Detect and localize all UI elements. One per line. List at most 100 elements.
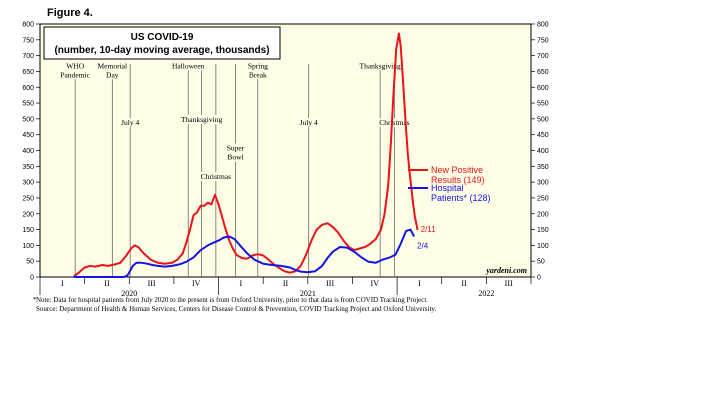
x-quarter-label: II xyxy=(283,279,289,288)
event-label-bg xyxy=(357,61,403,71)
event-label: July 4 xyxy=(118,118,142,128)
y-tick-label-right: 250 xyxy=(537,195,549,202)
event-label-text: July 4 xyxy=(121,118,139,127)
event-label-bg xyxy=(198,171,234,181)
event-label-bg xyxy=(96,61,128,71)
y-tick-label-right: 400 xyxy=(537,148,549,155)
x-quarter-label: II xyxy=(104,279,110,288)
event-label-text: Thanksgiving xyxy=(181,115,222,124)
event-label: Christmas xyxy=(377,118,412,128)
y-tick-label-right: 450 xyxy=(537,132,549,139)
event-label-text: July 4 xyxy=(300,118,318,127)
legend-label: New Positive xyxy=(431,165,483,175)
y-tick-label-right: 550 xyxy=(537,101,549,108)
y-tick-label-right: 150 xyxy=(537,227,549,234)
event-label-text: WHO xyxy=(66,61,84,70)
x-quarter-label: IV xyxy=(371,279,380,288)
y-tick-label-left: 50 xyxy=(26,259,34,266)
y-tick-label-left: 100 xyxy=(22,243,34,250)
figure-label: Figure 4. xyxy=(47,7,93,19)
y-tick-label-right: 650 xyxy=(537,69,549,76)
x-quarter-label: III xyxy=(505,279,513,288)
y-tick-label-right: 300 xyxy=(537,180,549,187)
event-label-text: Thanksgiving xyxy=(360,61,401,70)
event-label-bg xyxy=(68,61,82,71)
y-tick-label-right: 750 xyxy=(537,37,549,44)
y-tick-label-left: 250 xyxy=(22,195,34,202)
event-label-text: Super xyxy=(227,144,245,153)
y-tick-label-left: 500 xyxy=(22,116,34,123)
event-label-text: Christmas xyxy=(379,118,409,127)
y-tick-label-left: 0 xyxy=(30,275,34,282)
legend-label: Results (149) xyxy=(431,175,485,185)
event-label-bg xyxy=(178,115,225,125)
x-quarter-label: III xyxy=(148,279,156,288)
y-tick-label-left: 800 xyxy=(22,22,34,29)
footnote-note: Note: Data for hospital patients from Ju… xyxy=(36,296,429,304)
y-tick-label-right: 600 xyxy=(537,85,549,92)
series-line-hospital xyxy=(73,228,415,278)
x-quarter-label: II xyxy=(461,279,467,288)
footnote-star: * xyxy=(33,296,37,304)
x-year-label: 2020 xyxy=(121,289,137,298)
x-year-label: 2022 xyxy=(478,289,494,298)
y-tick-label-right: 500 xyxy=(537,116,549,123)
series-end-label: 2/4 xyxy=(417,242,429,251)
x-quarter-label: III xyxy=(326,279,334,288)
chart-title: US COVID-19 xyxy=(131,32,194,43)
y-tick-label-right: 700 xyxy=(537,53,549,60)
y-tick-label-right: 0 xyxy=(537,275,541,282)
event-label: Halloween xyxy=(170,61,206,71)
credit-label: yardeni.com xyxy=(485,266,527,275)
event-label-text: Memorial xyxy=(98,61,128,70)
event-label-bg xyxy=(296,118,321,128)
y-tick-label-left: 700 xyxy=(22,53,34,60)
event-label-bg xyxy=(377,118,412,128)
event-label-bg xyxy=(246,61,270,71)
event-label-text: Day xyxy=(106,70,119,79)
event-label-text: Spring xyxy=(248,61,268,70)
y-tick-label-right: 350 xyxy=(537,164,549,171)
event-label-bg xyxy=(59,70,91,80)
event-label: Christmas xyxy=(198,171,234,181)
event-label-bg xyxy=(227,152,244,162)
event-label-bg xyxy=(247,70,268,80)
title-box xyxy=(43,26,281,60)
event-label-bg xyxy=(105,70,119,80)
event-label-bg xyxy=(225,143,246,153)
event-label: Thanksgiving xyxy=(178,115,225,125)
y-tick-label-left: 450 xyxy=(22,132,34,139)
legend-label: Hospital xyxy=(431,183,464,193)
event-label: Thanksgiving xyxy=(357,61,403,71)
x-year-label: 2021 xyxy=(300,289,316,298)
y-tick-label-left: 600 xyxy=(22,85,34,92)
x-quarter-label: I xyxy=(61,279,64,288)
x-quarter-label: I xyxy=(418,279,421,288)
y-tick-label-right: 800 xyxy=(537,22,549,29)
event-label: July 4 xyxy=(296,118,321,128)
y-tick-label-right: 100 xyxy=(537,243,549,250)
event-label-bg xyxy=(170,61,206,71)
legend-label: Patients* (128) xyxy=(431,193,491,203)
series-line-new-positive xyxy=(73,32,419,278)
event-label-text: Break xyxy=(249,70,267,79)
event-label-text: Halloween xyxy=(172,61,205,70)
event-label-text: Christmas xyxy=(201,172,231,181)
y-tick-label-left: 200 xyxy=(22,211,34,218)
y-tick-label-left: 550 xyxy=(22,101,34,108)
y-tick-label-left: 400 xyxy=(22,148,34,155)
event-label-text: Bowl xyxy=(227,153,243,162)
chart-subtitle: (number, 10-day moving average, thousand… xyxy=(54,45,269,56)
footnote-source: Source: Department of Health & Human Ser… xyxy=(36,305,437,313)
series-end-label: 2/11 xyxy=(421,225,437,234)
event-label-bg xyxy=(118,118,142,128)
y-tick-label-right: 50 xyxy=(537,259,545,266)
y-tick-label-right: 200 xyxy=(537,211,549,218)
y-tick-label-left: 750 xyxy=(22,37,34,44)
y-tick-label-left: 150 xyxy=(22,227,34,234)
x-quarter-label: I xyxy=(240,279,243,288)
